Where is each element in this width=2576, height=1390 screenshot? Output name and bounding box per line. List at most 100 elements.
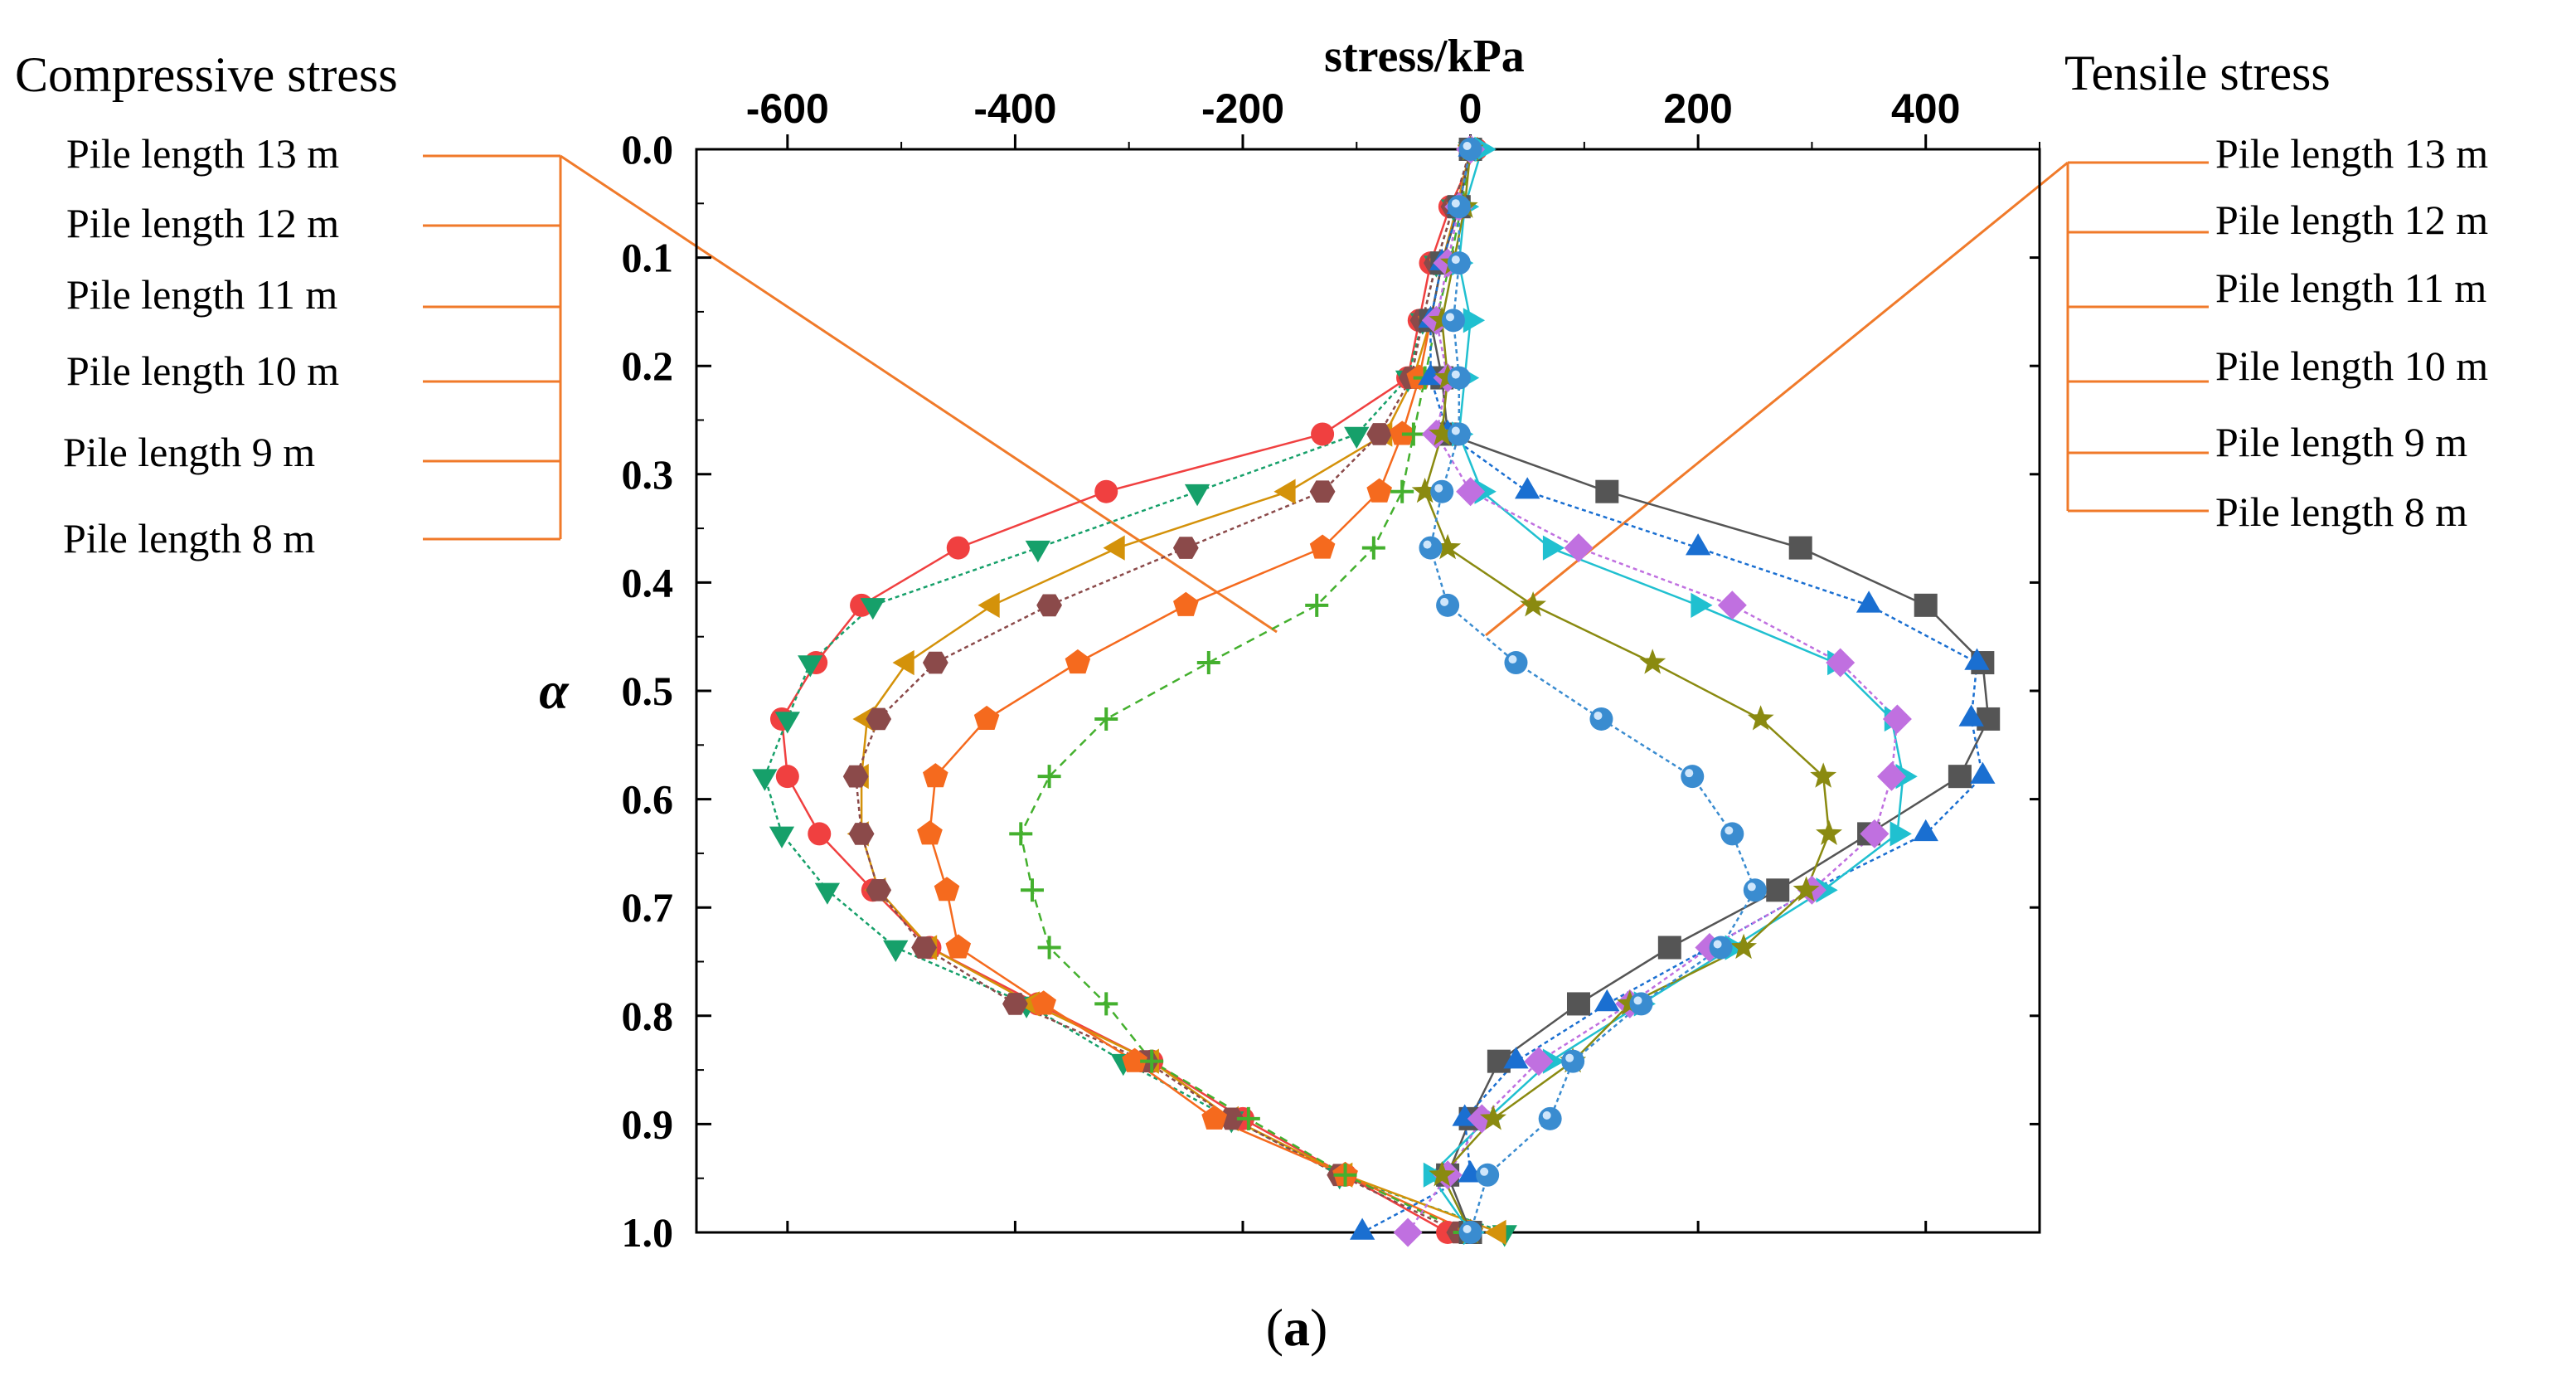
series-2-point-8 [978,592,1000,618]
series-5-point-6 [1390,479,1414,503]
series-11-point-13 [1743,878,1767,902]
sphere-highlight [1633,996,1642,1005]
series-5-point-15 [1094,992,1118,1016]
series-5-point-12 [1009,822,1033,846]
series-0-point-12 [808,822,832,846]
sphere-highlight [1508,655,1517,664]
series-11-point-10 [1589,707,1613,731]
series-11-point-15 [1629,992,1653,1016]
sphere-highlight [1463,142,1472,150]
series-11-point-17 [1538,1106,1562,1130]
series-6-point-16 [1487,1049,1511,1073]
series-line-10 [1424,148,1831,1233]
compressive-label-12m: Pile length 12 m [66,200,339,246]
series-6-point-10 [1977,707,2001,731]
series-2-point-9 [892,649,914,676]
series-4-point-7 [1309,534,1336,559]
series-4-point-12 [917,820,943,845]
series-7-point-19 [1350,1217,1375,1240]
series-5-point-16 [1140,1049,1164,1073]
series-10-point-14 [1730,933,1757,960]
series-11-point-11 [1681,765,1705,789]
sphere-highlight [1685,769,1694,778]
series-10-point-13 [1793,876,1820,902]
series-5-point-13 [1021,878,1044,902]
series-3-point-13 [866,879,892,902]
tensile-label-11m: Pile length 11 m [2215,265,2486,311]
series-0-point-6 [1094,479,1118,503]
y-tick-label: 0.8 [622,993,674,1039]
series-7-point-12 [1913,819,1938,842]
compressive-bracket [423,154,1278,634]
series-11-point-2 [1447,251,1471,275]
y-tick-label: 0.3 [622,451,674,498]
sphere-highlight [1480,1167,1489,1176]
figure-caption: (a) [1266,1298,1328,1357]
series-8-point-7 [1542,535,1565,561]
series-5-point-18 [1333,1163,1357,1187]
series-9-point-10 [1882,704,1912,734]
series-8-point-8 [1691,592,1713,618]
sphere-highlight [1542,1111,1551,1120]
sphere-highlight [1451,426,1460,435]
series-6-point-15 [1566,992,1590,1016]
series-4-point-11 [923,763,948,788]
sphere-highlight [1451,370,1460,379]
series-line-8 [1429,148,1904,1233]
series-4-point-8 [1173,591,1199,616]
series-5-point-8 [1305,593,1329,617]
series-1-point-6 [1184,484,1210,507]
x-tick-label: 0 [1459,85,1482,132]
y-axis: 0.0 0.1 0.2 0.3 0.4 0.5 0.6 0.7 0.8 0.9 1.0 [622,126,2040,1256]
series-9-point-6 [1456,477,1486,507]
series-10-point-12 [1816,819,1842,845]
y-tick-label: 0.4 [622,559,674,605]
series-1-point-9 [798,655,823,678]
series-8-point-16 [1542,1048,1565,1074]
series-11-point-0 [1458,138,1482,161]
tensile-label-13m: Pile length 13 m [2215,130,2488,177]
series-9-point-12 [1860,819,1890,848]
series-9-point-7 [1564,533,1594,563]
series-7-point-15 [1594,989,1620,1012]
series-9-point-11 [1877,761,1906,791]
series-11-point-5 [1447,422,1471,446]
tensile-label-8m: Pile length 8 m [2215,488,2467,535]
series-2-point-19 [1484,1219,1506,1246]
series-0-point-5 [1311,422,1335,446]
series-4-point-14 [945,934,972,959]
series-2-point-6 [1273,479,1296,504]
sphere-highlight [1594,711,1603,720]
y-tick-label: 0.7 [622,884,674,931]
series-6-point-13 [1766,878,1790,902]
tensile-label-12m: Pile length 12 m [2215,197,2488,243]
series-5-point-7 [1361,536,1385,560]
y-tick-label: 1.0 [622,1209,674,1256]
series-1-point-11 [752,769,778,791]
sphere-highlight [1451,199,1460,208]
series-9-point-16 [1524,1047,1554,1077]
series-3-point-9 [922,651,948,674]
series-8-point-11 [1895,764,1918,790]
series-11-point-12 [1720,822,1744,846]
series-7-point-6 [1515,477,1540,499]
series-0-point-7 [946,536,970,560]
sphere-highlight [1725,826,1734,835]
sphere-highlight [1434,484,1443,493]
series-3-point-5 [1366,423,1393,445]
sphere-highlight [1440,597,1449,606]
series-7-point-10 [1958,704,1984,727]
series-2-point-10 [852,706,875,732]
y-tick-label: 0.1 [622,235,674,281]
series-11-point-6 [1430,479,1454,503]
series-11-point-19 [1458,1221,1482,1244]
series-0-point-11 [775,765,799,789]
series-10-point-17 [1480,1105,1506,1130]
x-tick-label: -600 [746,85,829,132]
series-1-point-10 [774,712,800,734]
series-5-point-17 [1236,1106,1260,1130]
series-6-point-7 [1788,536,1812,560]
tensile-stress-title: Tensile stress [2064,46,2331,100]
series-11-point-16 [1561,1049,1585,1073]
